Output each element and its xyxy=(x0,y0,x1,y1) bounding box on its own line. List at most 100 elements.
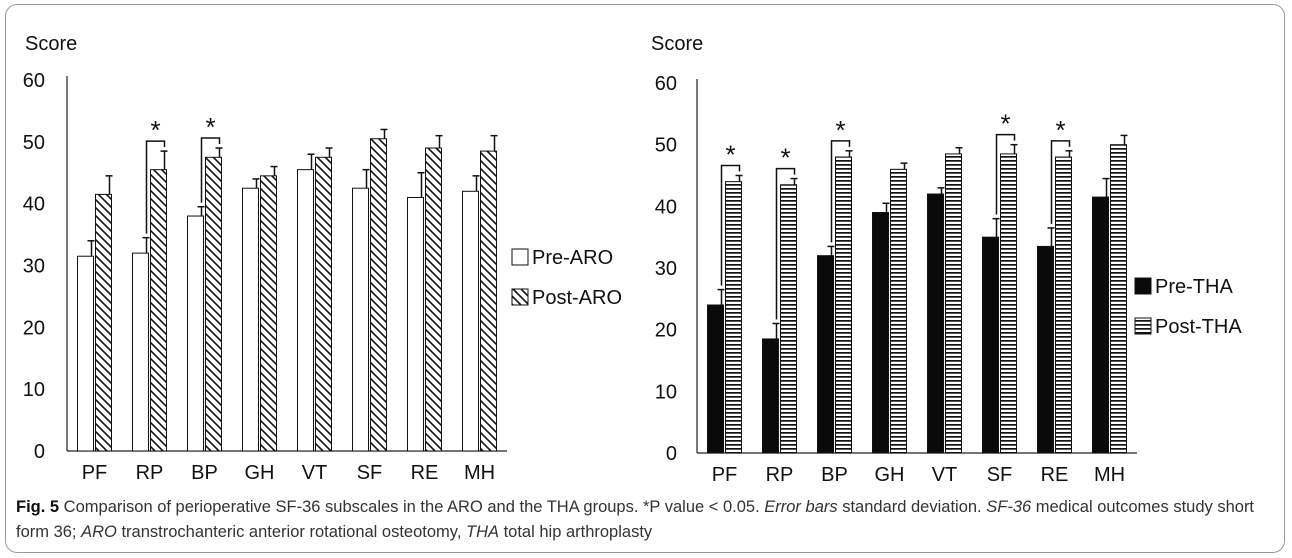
chart-aro: Score 0 10 20 30 40 50 60 PF RP * BP * GH VT SF RE MH Pre-… xyxy=(23,33,622,484)
bar-post-aro xyxy=(260,175,277,452)
x-tick-label: SF xyxy=(987,464,1013,486)
bar-post-tha xyxy=(1000,153,1017,454)
legend-swatch xyxy=(1134,277,1152,295)
caption-em-2: SF-36 xyxy=(986,498,1032,516)
caption-text-3: medical outcomes study short form 36; xyxy=(16,498,1255,541)
bar-pre-aro xyxy=(297,169,314,452)
y-tick-label: 10 xyxy=(23,379,45,401)
y-tick-label: 40 xyxy=(655,196,677,218)
significance-mark: * xyxy=(150,115,160,145)
bar-post-tha xyxy=(780,184,797,454)
y-tick-label: 20 xyxy=(655,320,677,342)
significance-mark: * xyxy=(725,140,735,170)
y-axis-title: Score xyxy=(651,33,703,55)
bar-pre-tha xyxy=(1092,196,1109,454)
bar-pre-aro xyxy=(77,255,94,452)
x-tick-label: PF xyxy=(82,462,108,484)
significance-mark: * xyxy=(780,143,790,173)
legend-label: Post-THA xyxy=(1155,316,1242,338)
caption-text-2: standard deviation. xyxy=(837,498,987,516)
x-tick-label: RE xyxy=(411,462,439,484)
bar-pre-tha xyxy=(1037,245,1054,454)
x-tick-label: VT xyxy=(932,464,958,486)
significance-mark: * xyxy=(1000,109,1010,139)
caption-label: Fig. 5 xyxy=(16,498,60,516)
caption-text-1: Comparison of perioperative SF-36 subsca… xyxy=(59,498,765,516)
x-tick-label: RP xyxy=(136,462,164,484)
x-tick-label: RP xyxy=(766,464,794,486)
y-tick-label: 0 xyxy=(34,441,45,463)
x-tick-label: GH xyxy=(245,462,275,484)
caption-text-5: total hip arthroplasty xyxy=(499,523,653,541)
bar-post-tha xyxy=(725,181,742,454)
significance-mark: * xyxy=(1055,115,1065,145)
y-tick-label: 30 xyxy=(655,258,677,280)
bar-post-aro xyxy=(425,147,442,452)
significance-bracket xyxy=(200,137,221,203)
bar-pre-tha xyxy=(817,255,834,454)
legend-label: Pre-ARO xyxy=(532,247,613,269)
legend-label: Pre-THA xyxy=(1155,276,1233,298)
bar-pre-tha xyxy=(707,304,724,454)
legend-label: Post-ARO xyxy=(532,287,622,309)
y-tick-label: 10 xyxy=(655,381,677,403)
bar-pre-aro xyxy=(352,187,369,452)
bar-post-tha xyxy=(890,168,907,454)
caption-em-4: THA xyxy=(466,523,499,541)
significance-bracket xyxy=(775,167,796,320)
caption-text-4: transtrochanteric anterior rotational os… xyxy=(116,523,466,541)
bar-pre-aro xyxy=(132,252,149,452)
y-tick-label: 50 xyxy=(23,132,45,154)
figure-caption: Fig. 5 Comparison of perioperative SF-36… xyxy=(16,495,1278,545)
bar-post-aro xyxy=(370,138,387,452)
y-axis-title: Score xyxy=(25,33,77,55)
bar-pre-tha xyxy=(982,236,999,454)
x-tick-label: MH xyxy=(464,462,495,484)
significance-mark: * xyxy=(835,115,845,145)
x-tick-label: BP xyxy=(191,462,218,484)
bar-pre-aro xyxy=(187,215,204,452)
caption-em-3: ARO xyxy=(81,523,117,541)
significance-bracket xyxy=(720,164,741,286)
x-tick-label: BP xyxy=(821,464,848,486)
bar-pre-aro xyxy=(242,187,259,452)
bar-pre-tha xyxy=(872,212,889,454)
y-tick-label: 40 xyxy=(23,194,45,216)
caption-em-1: Error bars xyxy=(764,498,838,516)
figure-frame xyxy=(5,4,1285,553)
significance-bracket xyxy=(1050,140,1071,224)
chart-tha: Score 0 10 20 30 40 50 60 PF * RP * BP * GH VT SF * RE * MH P… xyxy=(651,33,1242,486)
y-tick-label: 30 xyxy=(23,256,45,278)
x-tick-label: MH xyxy=(1094,464,1125,486)
significance-bracket xyxy=(145,140,166,234)
x-tick-label: SF xyxy=(357,462,383,484)
bar-post-tha xyxy=(945,153,962,454)
bar-post-tha xyxy=(1055,156,1072,454)
significance-bracket xyxy=(830,140,851,243)
y-tick-label: 20 xyxy=(23,317,45,339)
y-tick-label: 60 xyxy=(23,70,45,92)
bar-pre-aro xyxy=(407,196,424,452)
bar-post-aro xyxy=(205,156,222,452)
bar-post-aro xyxy=(95,193,112,452)
bar-pre-aro xyxy=(462,190,479,452)
x-tick-label: PF xyxy=(712,464,738,486)
x-tick-label: RE xyxy=(1041,464,1069,486)
significance-mark: * xyxy=(205,112,215,142)
bar-post-aro xyxy=(480,150,497,452)
y-tick-label: 50 xyxy=(655,135,677,157)
x-tick-label: VT xyxy=(302,462,328,484)
bar-pre-tha xyxy=(762,338,779,454)
y-tick-label: 0 xyxy=(666,443,677,465)
bar-post-aro xyxy=(150,169,167,452)
significance-bracket xyxy=(995,133,1016,215)
legend-swatch xyxy=(511,288,529,306)
y-tick-label: 60 xyxy=(655,73,677,95)
bar-post-tha xyxy=(835,156,852,454)
legend-swatch xyxy=(1134,317,1152,335)
x-tick-label: GH xyxy=(875,464,905,486)
legend-swatch xyxy=(511,248,529,266)
bar-post-tha xyxy=(1110,144,1127,454)
bar-pre-tha xyxy=(927,193,944,454)
bar-post-aro xyxy=(315,156,332,452)
